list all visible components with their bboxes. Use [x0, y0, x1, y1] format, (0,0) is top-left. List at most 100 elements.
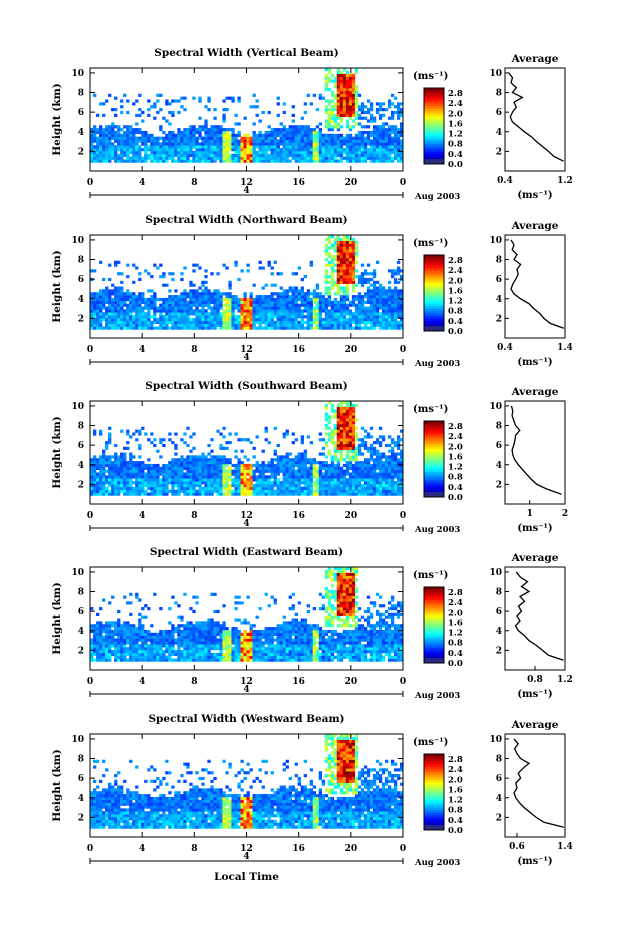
average-title: Average: [511, 386, 559, 398]
colorbar-tick-label: 1.6: [448, 119, 463, 129]
y-tick-label: 8: [78, 89, 84, 99]
colorbar-step: [424, 277, 444, 281]
colorbar-step: [424, 822, 444, 826]
average-profile: Average 2 4 6 8 10 0.4 1.4 (ms⁻¹): [489, 220, 572, 368]
average-y-tick-label: 6: [496, 774, 502, 784]
colorbar-tick-label: 1.2: [448, 297, 463, 307]
panel-title: Spectral Width (Vertical Beam): [154, 47, 338, 59]
colorbar-tick-label: 2.8: [448, 422, 463, 432]
colorbar-step: [424, 817, 444, 821]
average-frame: [504, 733, 566, 838]
colorbar-tick-label: 1.2: [448, 463, 463, 473]
colorbar-tick-label: 2.8: [448, 89, 463, 99]
colorbar-step: [424, 774, 444, 778]
average-profile: Average 2 4 6 8 10 0.8 1.2 (ms⁻¹): [489, 552, 572, 700]
colorbar-step: [424, 90, 444, 94]
x-tick-label: 20: [345, 677, 358, 687]
colorbar-step: [424, 158, 444, 162]
colorbar-step: [424, 650, 444, 654]
average-y-tick-label: 8: [496, 422, 502, 432]
average-x-tick-label: 0.6: [509, 842, 525, 852]
panel-1: Spectral Width (Northward Beam) Height (k…: [51, 214, 573, 369]
colorbar-frame: [423, 753, 445, 831]
average-line: [510, 405, 562, 495]
colorbar-step: [424, 587, 444, 590]
y-axis-label: Height (km): [51, 250, 63, 322]
colorbar-step: [424, 451, 444, 455]
colorbar-step: [424, 809, 444, 813]
date-label: Aug 2003: [414, 858, 460, 868]
panel-0: Spectral Width (Vertical Beam) Height (km…: [51, 47, 573, 202]
colorbar-step: [424, 123, 444, 127]
y-tick-label: 6: [78, 275, 84, 285]
colorbar-step: [424, 95, 444, 99]
colorbar-step: [424, 300, 444, 304]
colorbar-step: [424, 105, 444, 109]
average-x-tick-label: 0.4: [497, 343, 513, 353]
colorbar-tick-label: 2.4: [448, 765, 463, 775]
colorbar-tick-label: 2.0: [448, 276, 463, 286]
colorbar-step: [424, 630, 444, 633]
colorbar-step: [424, 146, 444, 150]
colorbar-step: [424, 431, 444, 434]
day-marker: 4: [243, 519, 249, 529]
x-tick-label: 12: [240, 511, 253, 521]
colorbar-step: [424, 120, 444, 124]
x-axis-label: Local Time: [214, 871, 279, 883]
y-tick-label: 8: [78, 588, 84, 598]
colorbar-tick-label: 2.8: [448, 755, 463, 765]
colorbar-tick-label: 2.8: [448, 588, 463, 598]
colorbar-step: [424, 93, 444, 96]
colorbar-step: [424, 471, 444, 475]
colorbar-step: [424, 637, 444, 641]
colorbar-tick-label: 0.4: [448, 150, 463, 160]
colorbar-unit: (ms⁻¹): [413, 404, 448, 415]
average-y-tick-label: 6: [496, 108, 502, 118]
heatmap: [90, 235, 404, 330]
colorbar-step: [424, 602, 444, 606]
colorbar-tick-label: 1.6: [448, 618, 463, 628]
average-profile: Average 2 4 6 8 10 0.6 1.4 (ms⁻¹): [489, 719, 572, 867]
panel-title: Spectral Width (Eastward Beam): [150, 546, 343, 558]
colorbar-step: [424, 642, 444, 646]
colorbar-step: [424, 799, 444, 803]
x-tick-label: 0: [400, 511, 406, 521]
y-tick-label: 10: [71, 236, 84, 246]
x-tick-label: 16: [292, 345, 305, 355]
colorbar-step: [424, 645, 444, 649]
colorbar-step: [424, 592, 444, 595]
day-marker: 4: [243, 852, 249, 862]
y-axis-label: Height (km): [51, 749, 63, 821]
average-x-tick-label: 0.4: [497, 176, 513, 186]
colorbar-step: [424, 285, 444, 289]
colorbar-tick-label: 2.0: [448, 442, 463, 452]
average-y-tick-label: 4: [496, 627, 502, 637]
x-tick-label: 0: [87, 677, 93, 687]
y-tick-label: 4: [78, 461, 84, 471]
average-title: Average: [511, 53, 559, 65]
colorbar-step: [424, 267, 444, 271]
y-tick-label: 8: [78, 755, 84, 765]
colorbar-step: [424, 303, 444, 306]
colorbar-tick-label: 0.0: [448, 160, 463, 170]
colorbar-step: [424, 260, 444, 263]
x-tick-label: 8: [191, 677, 197, 687]
average-y-tick-label: 8: [496, 256, 502, 266]
y-axis-label: Height (km): [51, 582, 63, 654]
y-tick-label: 10: [71, 735, 84, 745]
colorbar-step: [424, 827, 444, 831]
colorbar-step: [424, 325, 444, 329]
colorbar-step: [424, 156, 444, 160]
colorbar-tick-label: 1.2: [448, 629, 463, 639]
colorbar-tick-label: 0.0: [448, 659, 463, 669]
colorbar-unit: (ms⁻¹): [413, 570, 448, 581]
colorbar-step: [424, 657, 444, 661]
colorbar-tick-label: 0.8: [448, 473, 463, 483]
colorbar-step: [424, 153, 444, 157]
colorbar-step: [424, 619, 444, 623]
average-y-tick-label: 2: [496, 813, 502, 823]
colorbar-step: [424, 481, 444, 485]
colorbar-step: [424, 797, 444, 800]
average-profile: Average 2 4 6 8 10 0.4 1.2 (ms⁻¹): [489, 53, 572, 201]
